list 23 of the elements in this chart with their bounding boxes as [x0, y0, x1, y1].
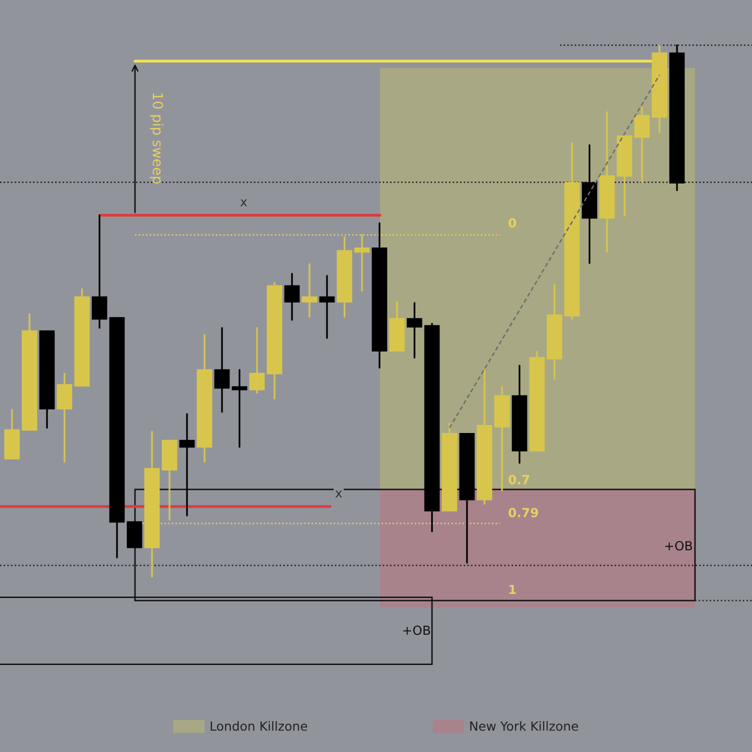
candlestick	[92, 214, 108, 329]
candlestick	[179, 413, 195, 516]
candlestick	[214, 327, 230, 413]
candlestick	[406, 302, 422, 358]
candlestick	[302, 263, 318, 318]
candlestick	[56, 372, 72, 463]
candlestick	[634, 106, 650, 184]
candlestick	[249, 327, 265, 394]
legend-label: New York Killzone	[470, 721, 578, 731]
annotation: 0.7	[508, 474, 530, 484]
text: 1	[509, 584, 516, 594]
candlestick	[319, 274, 335, 339]
candlestick	[284, 272, 300, 321]
annotation: 0	[508, 218, 516, 228]
candlestick	[232, 369, 248, 448]
annotation: 0.79	[508, 508, 538, 518]
ref-line-label: x	[240, 199, 247, 206]
legend-label: London Killzone	[210, 721, 308, 731]
candlestick	[354, 234, 370, 292]
annotation: 10 pip sweep	[150, 93, 164, 184]
text: +OB	[403, 626, 430, 635]
ref-line-label: x	[335, 490, 342, 498]
annotation: +OB	[665, 541, 692, 550]
